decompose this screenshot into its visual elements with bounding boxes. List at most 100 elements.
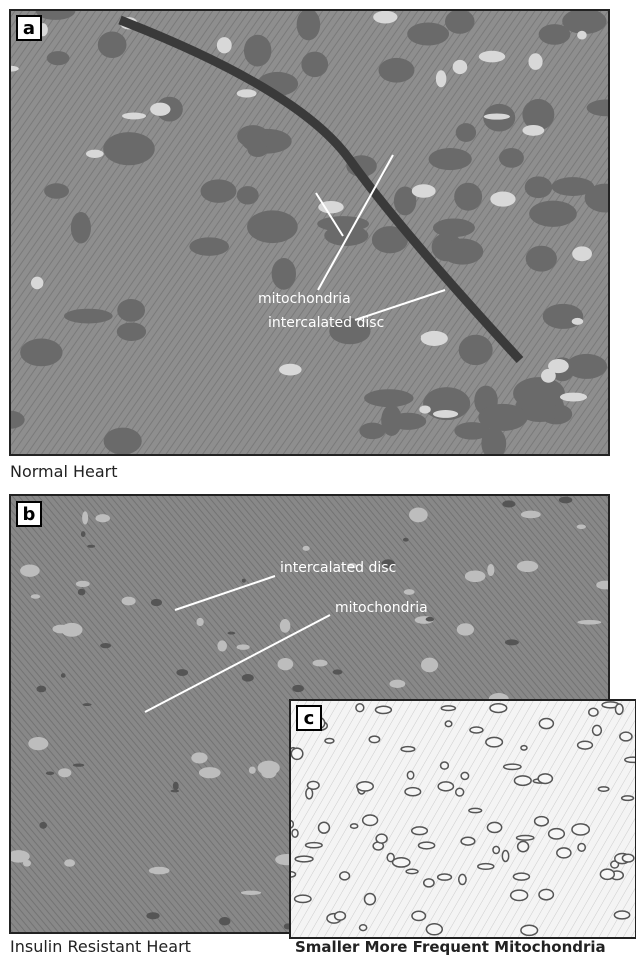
- texture-blob: [526, 246, 557, 272]
- panel-letter: a: [23, 18, 35, 39]
- texture-blob: [217, 640, 227, 651]
- texture-blob: [297, 9, 321, 41]
- texture-blob: [258, 761, 280, 775]
- texture-blob: [441, 706, 455, 711]
- texture-blob: [484, 113, 510, 119]
- texture-blob: [600, 869, 614, 879]
- texture-blob: [459, 335, 493, 365]
- texture-blob: [149, 867, 170, 875]
- texture-blob: [559, 497, 573, 504]
- texture-blob: [614, 911, 629, 919]
- texture-blob: [317, 216, 369, 231]
- texture-blob: [457, 623, 474, 635]
- texture-blob: [521, 925, 538, 935]
- texture-blob: [478, 864, 494, 870]
- caption: Insulin Resistant Heart: [10, 937, 191, 956]
- texture-blob: [522, 125, 544, 136]
- texture-blob: [517, 561, 538, 572]
- texture-blob: [100, 643, 111, 648]
- texture-blob: [421, 658, 438, 673]
- texture-blob: [566, 354, 607, 379]
- texture-blob: [438, 782, 453, 791]
- texture-blob: [589, 708, 598, 716]
- texture-blob: [401, 747, 415, 752]
- texture-blob: [585, 184, 627, 213]
- texture-blob: [301, 52, 328, 78]
- texture-blob: [479, 51, 505, 63]
- texture-blob: [511, 890, 528, 900]
- texture-blob: [117, 299, 145, 322]
- texture-blob: [421, 333, 441, 340]
- panel-c: c Smaller More Frequent Mitochondria: [285, 699, 636, 958]
- texture-blob: [20, 339, 62, 367]
- texture-blob: [122, 113, 146, 120]
- texture-blob: [478, 404, 527, 431]
- texture-blob: [470, 727, 483, 733]
- texture-blob: [456, 123, 476, 142]
- panel-a: a mitochondria intercalated disc Normal …: [0, 1, 627, 481]
- texture-blob: [150, 103, 170, 116]
- texture-blob: [46, 771, 54, 775]
- texture-blob: [587, 100, 627, 117]
- annotation: mitochondria: [335, 600, 428, 616]
- texture-blob: [487, 564, 494, 576]
- texture-blob: [241, 891, 261, 895]
- texture-blob: [505, 639, 519, 645]
- texture-blob: [117, 322, 146, 341]
- texture-blob: [596, 581, 614, 590]
- texture-blob: [404, 589, 415, 595]
- texture-blob: [333, 669, 343, 674]
- texture-blob: [543, 304, 584, 329]
- texture-blob: [280, 619, 291, 633]
- texture-blob: [453, 60, 468, 74]
- texture-blob: [514, 776, 531, 785]
- texture-blob: [335, 912, 346, 920]
- texture-blob: [87, 545, 95, 548]
- texture-blob: [469, 808, 482, 812]
- texture-blob: [513, 873, 529, 880]
- texture-blob: [562, 8, 606, 34]
- texture-blob: [373, 11, 397, 24]
- texture-blob: [76, 581, 90, 587]
- texture-blob: [465, 570, 486, 582]
- texture-blob: [122, 597, 136, 606]
- texture-blob: [73, 763, 84, 766]
- texture-blob: [557, 848, 571, 858]
- texture-blob: [572, 246, 592, 261]
- texture-blob: [490, 192, 515, 207]
- texture-blob: [487, 822, 501, 832]
- texture-blob: [104, 428, 142, 455]
- texture-blob: [61, 673, 66, 678]
- texture-blob: [445, 721, 452, 727]
- texture-blob: [539, 719, 553, 729]
- texture-blob: [379, 58, 415, 83]
- texture-blob: [31, 277, 43, 290]
- texture-blob: [52, 625, 69, 634]
- texture-blob: [541, 369, 556, 383]
- texture-blob: [201, 179, 237, 203]
- texture-blob: [403, 538, 409, 542]
- texture-blob: [95, 514, 110, 522]
- texture-blob: [36, 686, 46, 693]
- texture-blob: [39, 822, 47, 829]
- caption: Smaller More Frequent Mitochondria: [295, 938, 606, 956]
- texture-blob: [517, 836, 534, 841]
- texture-blob: [522, 99, 554, 130]
- texture-blob: [292, 829, 298, 837]
- texture-blob: [151, 599, 162, 606]
- texture-blob: [424, 879, 434, 887]
- texture-blob: [242, 579, 246, 583]
- annotation: intercalated disc: [280, 560, 396, 576]
- texture-blob: [83, 703, 92, 706]
- texture-blob: [146, 912, 159, 919]
- texture-blob: [538, 774, 552, 784]
- texture-blob: [356, 704, 364, 712]
- texture-blob: [103, 132, 155, 165]
- texture-blob: [278, 658, 294, 670]
- texture-blob: [71, 212, 91, 244]
- texture-blob: [407, 22, 449, 45]
- texture-blob: [389, 680, 405, 688]
- texture-blob: [461, 772, 468, 779]
- texture-blob: [419, 842, 435, 849]
- texture-blob: [409, 508, 428, 523]
